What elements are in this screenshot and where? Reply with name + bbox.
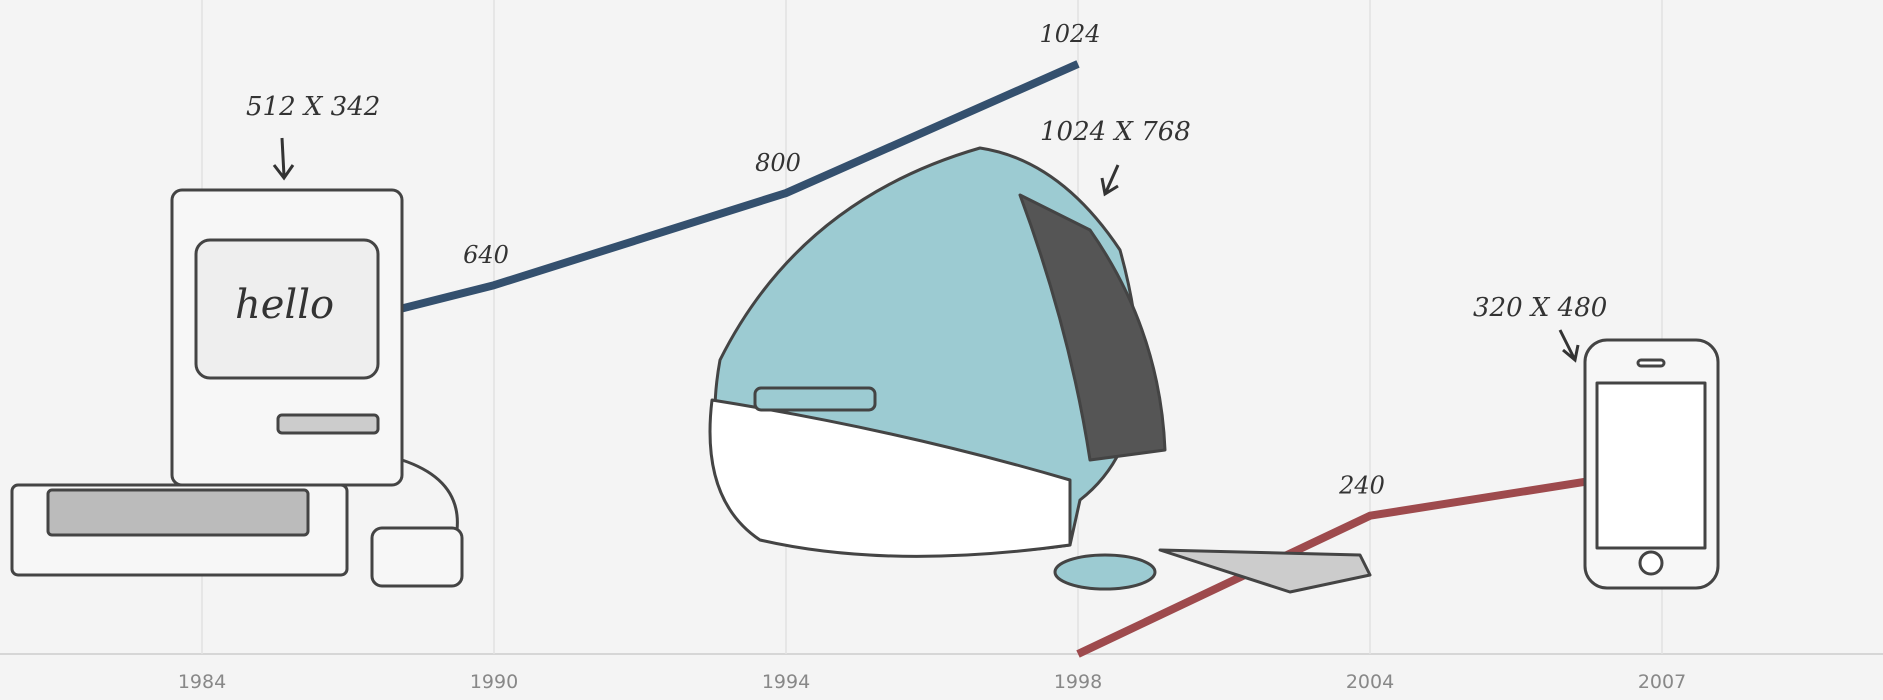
data-label: 800 [755,149,801,177]
data-label: 240 [1338,472,1385,500]
annotation: hello [235,282,334,328]
annotation: 512 X 342 [246,92,380,122]
annotation-arrows [272,137,1580,363]
x-tick-label: 1998 [1054,671,1102,693]
iphone-illustration [1583,338,1720,590]
annotation: 1024 X 768 [1040,117,1191,147]
x-tick-label: 2004 [1346,671,1394,693]
labels: 1984 1990 1994 1998 2004 2007 640 800 1024 240 [178,20,1686,693]
x-tick-label: 1990 [470,671,518,693]
x-tick-label: 2007 [1638,671,1686,693]
data-label: 640 [463,241,509,269]
macintosh-illustration [10,188,464,588]
imac-illustration [708,146,1372,594]
annotation: 320 X 480 [1473,293,1607,323]
series-line [1076,465,1663,658]
x-tick-label: 1984 [178,671,226,693]
data-label: 1024 [1039,20,1100,48]
x-tick-label: 1994 [762,671,810,693]
